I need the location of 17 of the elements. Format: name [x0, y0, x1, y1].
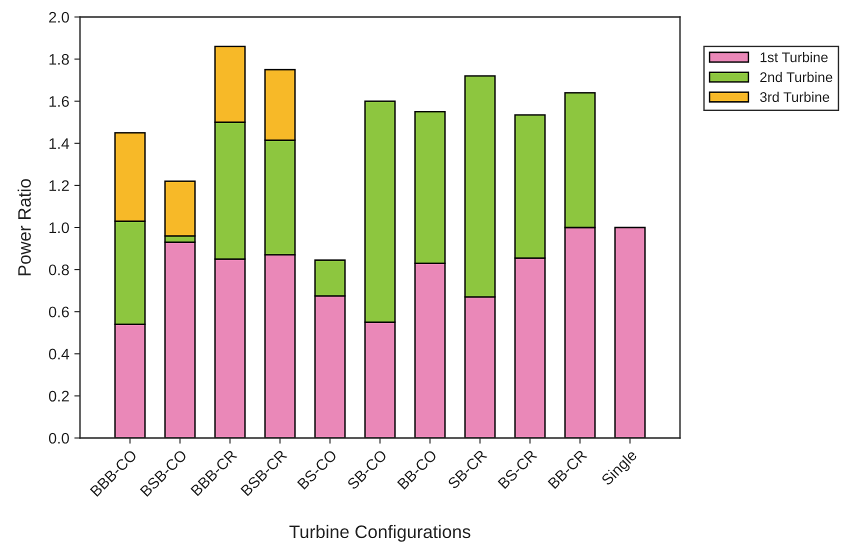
bar — [614, 226, 646, 438]
y-tick-label: 0.6 — [48, 306, 69, 318]
legend-label: 1st Turbine — [760, 52, 828, 62]
y-tick-label: 0.2 — [48, 390, 69, 402]
y-tick-label: 0.4 — [48, 348, 70, 360]
legend-label: 2nd Turbine — [760, 72, 832, 82]
y-tick-label: 1.6 — [50, 96, 69, 107]
y-tick-label: 1.2 — [50, 180, 69, 191]
y-tick-label: 1.0 — [50, 222, 69, 234]
y-axis-title: Power Ratio — [18, 179, 31, 276]
y-tick-label: 0.8 — [48, 264, 69, 276]
y-tick-label: 2.0 — [49, 12, 69, 23]
y-tick-label: 1.4 — [50, 138, 70, 149]
x-axis-title: Turbine Configurations — [289, 524, 470, 542]
y-tick-label: 1.8 — [50, 54, 69, 65]
legend-label: 3rd Turbine — [760, 92, 830, 102]
y-tick-label: 0.0 — [48, 432, 69, 444]
